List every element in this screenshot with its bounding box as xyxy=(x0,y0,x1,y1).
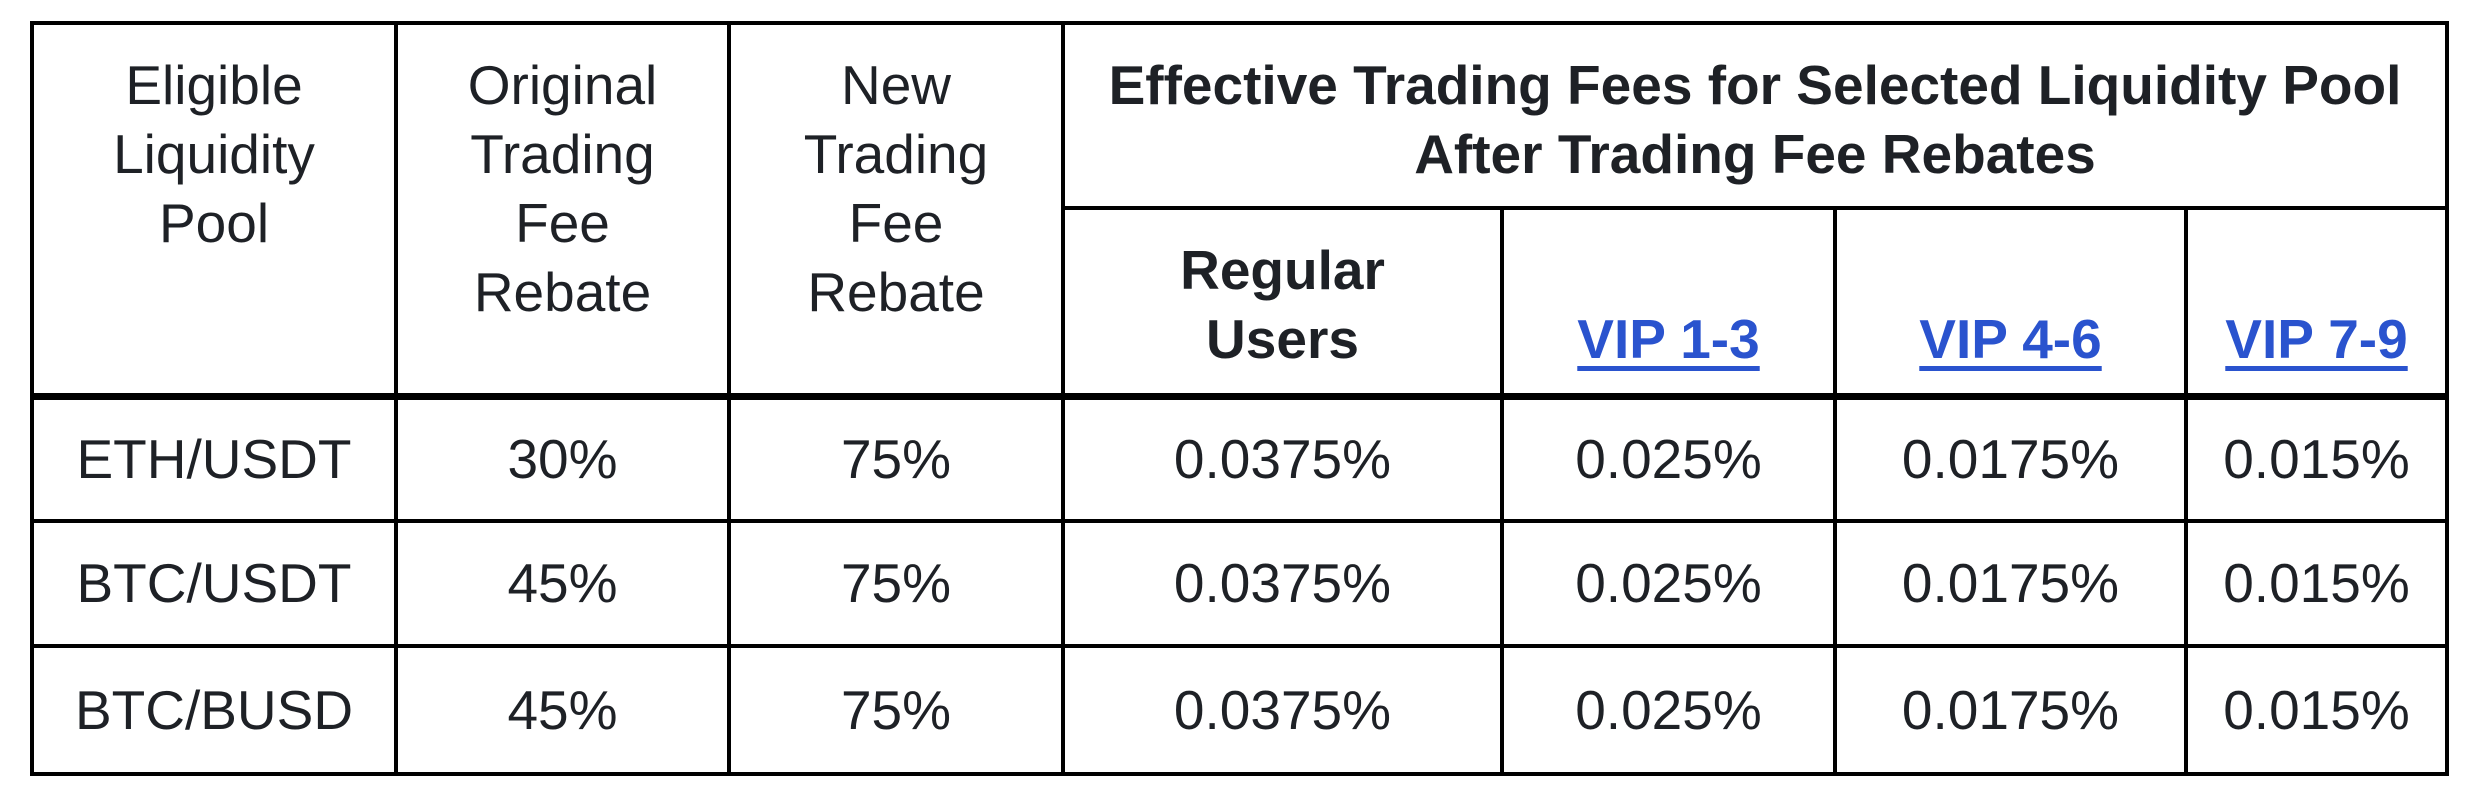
cell-vip-4-6: 0.0175% xyxy=(1833,644,2188,776)
cell-vip-7-9: 0.015% xyxy=(2184,519,2449,648)
vip-1-3-link[interactable]: VIP 1-3 xyxy=(1577,308,1760,370)
table-row: BTC/USDT 45% 75% 0.0375% 0.025% 0.0175% … xyxy=(30,519,2449,648)
cell-original-rebate: 30% xyxy=(394,394,731,523)
cell-vip-7-9: 0.015% xyxy=(2184,394,2449,523)
trading-fees-table: Eligible Liquidity Pool Original Trading… xyxy=(30,21,2449,776)
header-new-trading-fee-rebate: New Trading Fee Rebate xyxy=(727,21,1065,400)
cell-regular-users: 0.0375% xyxy=(1061,644,1504,776)
table-row: BTC/BUSD 45% 75% 0.0375% 0.025% 0.0175% … xyxy=(30,644,2449,776)
cell-vip-1-3: 0.025% xyxy=(1500,394,1837,523)
cell-pool: BTC/USDT xyxy=(30,519,398,648)
cell-vip-4-6: 0.0175% xyxy=(1833,394,2188,523)
cell-pool: BTC/BUSD xyxy=(30,644,398,776)
cell-regular-users: 0.0375% xyxy=(1061,394,1504,523)
cell-original-rebate: 45% xyxy=(394,519,731,648)
header-vip-7-9: VIP 7-9 xyxy=(2184,206,2449,400)
cell-vip-1-3: 0.025% xyxy=(1500,644,1837,776)
cell-pool: ETH/USDT xyxy=(30,394,398,523)
cell-new-rebate: 75% xyxy=(727,644,1065,776)
table-row: ETH/USDT 30% 75% 0.0375% 0.025% 0.0175% … xyxy=(30,394,2449,523)
cell-regular-users: 0.0375% xyxy=(1061,519,1504,648)
vip-7-9-link[interactable]: VIP 7-9 xyxy=(2225,308,2408,370)
cell-vip-4-6: 0.0175% xyxy=(1833,519,2188,648)
header-vip-1-3: VIP 1-3 xyxy=(1500,206,1837,400)
header-eligible-liquidity-pool: Eligible Liquidity Pool xyxy=(30,21,398,400)
vip-4-6-link[interactable]: VIP 4-6 xyxy=(1919,308,2102,370)
cell-new-rebate: 75% xyxy=(727,394,1065,523)
cell-original-rebate: 45% xyxy=(394,644,731,776)
fees-table-container: Eligible Liquidity Pool Original Trading… xyxy=(30,21,2449,776)
header-original-trading-fee-rebate: Original Trading Fee Rebate xyxy=(394,21,731,400)
header-effective-trading-fees: Effective Trading Fees for Selected Liqu… xyxy=(1061,21,2449,210)
cell-new-rebate: 75% xyxy=(727,519,1065,648)
cell-vip-1-3: 0.025% xyxy=(1500,519,1837,648)
cell-vip-7-9: 0.015% xyxy=(2184,644,2449,776)
header-regular-users: Regular Users xyxy=(1061,206,1504,400)
header-vip-4-6: VIP 4-6 xyxy=(1833,206,2188,400)
